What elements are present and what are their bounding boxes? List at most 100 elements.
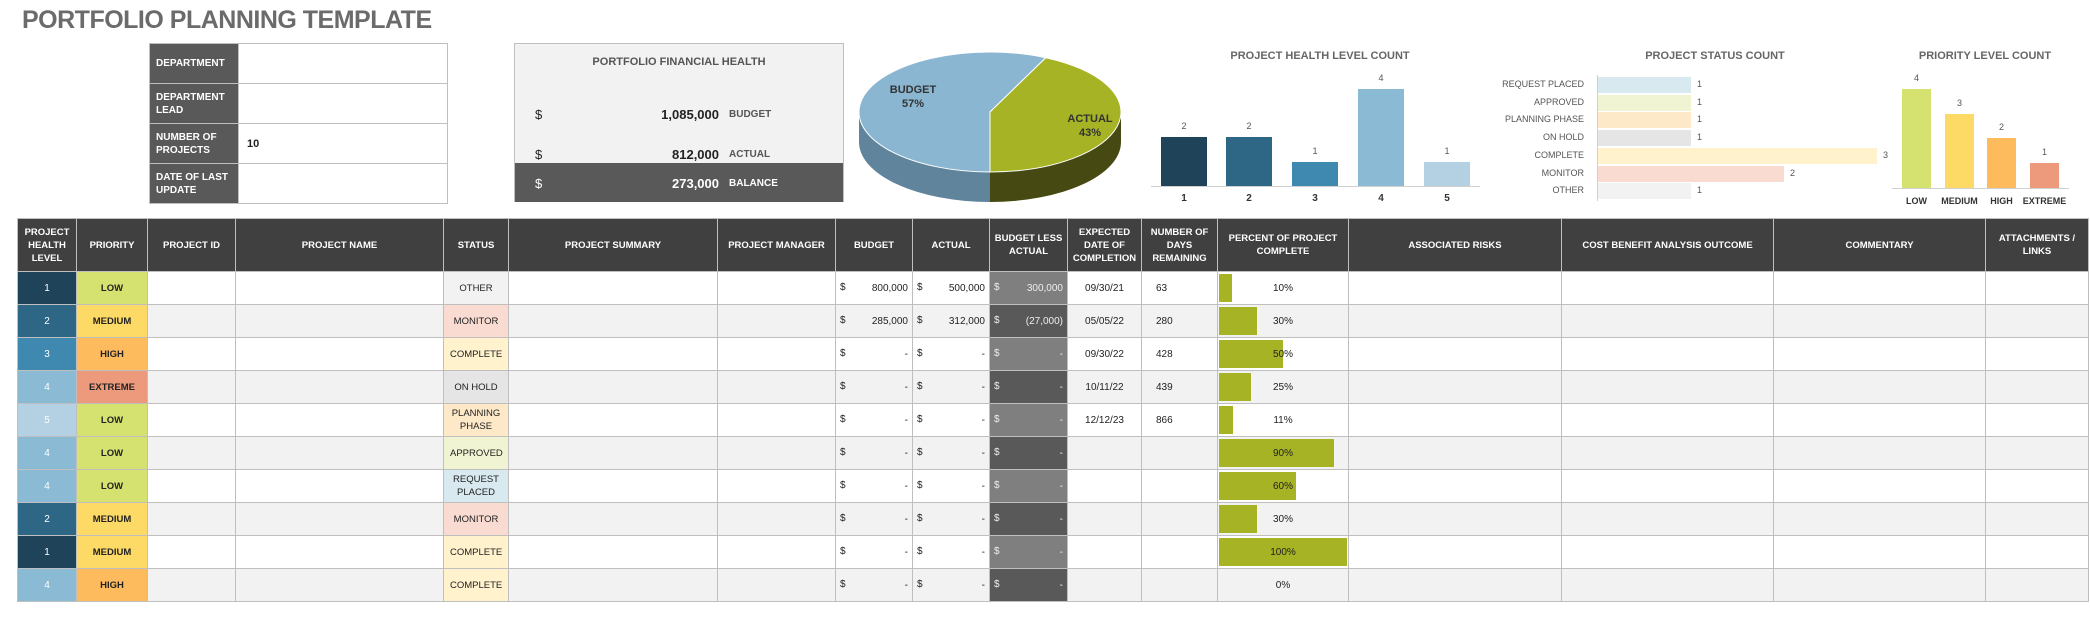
- project-name-cell[interactable]: [235, 469, 444, 503]
- project-id-cell[interactable]: [147, 568, 236, 602]
- priority-cell[interactable]: HIGH: [76, 568, 148, 602]
- project-summary-cell[interactable]: [508, 535, 718, 569]
- budget-less-actual-cell[interactable]: $ -: [989, 370, 1068, 404]
- health-level-cell[interactable]: 4: [17, 469, 77, 503]
- actual-cell[interactable]: $ -: [912, 469, 990, 503]
- priority-cell[interactable]: LOW: [76, 271, 148, 305]
- attachments-cell[interactable]: [1985, 568, 2089, 602]
- project-name-cell[interactable]: [235, 568, 444, 602]
- commentary-cell[interactable]: [1773, 469, 1986, 503]
- health-level-cell[interactable]: 2: [17, 304, 77, 338]
- project-name-cell[interactable]: [235, 502, 444, 536]
- days-remaining-cell[interactable]: 439: [1141, 370, 1218, 404]
- expected-completion-cell[interactable]: [1067, 535, 1142, 569]
- priority-cell[interactable]: LOW: [76, 403, 148, 437]
- commentary-cell[interactable]: [1773, 568, 1986, 602]
- project-name-cell[interactable]: [235, 370, 444, 404]
- last-update-field[interactable]: [238, 163, 448, 204]
- attachments-cell[interactable]: [1985, 271, 2089, 305]
- commentary-cell[interactable]: [1773, 271, 1986, 305]
- project-manager-cell[interactable]: [717, 403, 836, 437]
- associated-risks-cell[interactable]: [1348, 568, 1562, 602]
- associated-risks-cell[interactable]: [1348, 271, 1562, 305]
- budget-cell[interactable]: $ -: [835, 436, 913, 470]
- attachments-cell[interactable]: [1985, 535, 2089, 569]
- expected-completion-cell[interactable]: 10/11/22: [1067, 370, 1142, 404]
- associated-risks-cell[interactable]: [1348, 469, 1562, 503]
- actual-cell[interactable]: $500,000: [912, 271, 990, 305]
- expected-completion-cell[interactable]: 09/30/21: [1067, 271, 1142, 305]
- actual-cell[interactable]: $ -: [912, 370, 990, 404]
- cost-benefit-cell[interactable]: [1561, 436, 1774, 470]
- associated-risks-cell[interactable]: [1348, 337, 1562, 371]
- health-level-cell[interactable]: 4: [17, 370, 77, 404]
- project-manager-cell[interactable]: [717, 568, 836, 602]
- project-summary-cell[interactable]: [508, 568, 718, 602]
- days-remaining-cell[interactable]: [1141, 502, 1218, 536]
- cost-benefit-cell[interactable]: [1561, 502, 1774, 536]
- associated-risks-cell[interactable]: [1348, 535, 1562, 569]
- project-manager-cell[interactable]: [717, 337, 836, 371]
- attachments-cell[interactable]: [1985, 403, 2089, 437]
- budget-less-actual-cell[interactable]: $ -: [989, 403, 1068, 437]
- actual-cell[interactable]: $ -: [912, 535, 990, 569]
- health-level-cell[interactable]: 2: [17, 502, 77, 536]
- commentary-cell[interactable]: [1773, 502, 1986, 536]
- status-cell[interactable]: PLANNING PHASE: [443, 403, 509, 437]
- expected-completion-cell[interactable]: 12/12/23: [1067, 403, 1142, 437]
- budget-cell[interactable]: $285,000: [835, 304, 913, 338]
- health-level-cell[interactable]: 1: [17, 271, 77, 305]
- priority-cell[interactable]: LOW: [76, 436, 148, 470]
- cost-benefit-cell[interactable]: [1561, 535, 1774, 569]
- project-manager-cell[interactable]: [717, 436, 836, 470]
- status-cell[interactable]: COMPLETE: [443, 568, 509, 602]
- priority-cell[interactable]: MEDIUM: [76, 535, 148, 569]
- associated-risks-cell[interactable]: [1348, 304, 1562, 338]
- priority-cell[interactable]: EXTREME: [76, 370, 148, 404]
- project-id-cell[interactable]: [147, 436, 236, 470]
- actual-cell[interactable]: $ -: [912, 403, 990, 437]
- budget-cell[interactable]: $ -: [835, 535, 913, 569]
- project-name-cell[interactable]: [235, 271, 444, 305]
- days-remaining-cell[interactable]: 280: [1141, 304, 1218, 338]
- project-id-cell[interactable]: [147, 469, 236, 503]
- actual-cell[interactable]: $ -: [912, 568, 990, 602]
- attachments-cell[interactable]: [1985, 469, 2089, 503]
- actual-cell[interactable]: $ -: [912, 436, 990, 470]
- project-id-cell[interactable]: [147, 370, 236, 404]
- associated-risks-cell[interactable]: [1348, 502, 1562, 536]
- cost-benefit-cell[interactable]: [1561, 337, 1774, 371]
- budget-less-actual-cell[interactable]: $ -: [989, 469, 1068, 503]
- cost-benefit-cell[interactable]: [1561, 403, 1774, 437]
- priority-cell[interactable]: MEDIUM: [76, 502, 148, 536]
- project-id-cell[interactable]: [147, 502, 236, 536]
- budget-less-actual-cell[interactable]: $ -: [989, 568, 1068, 602]
- project-name-cell[interactable]: [235, 403, 444, 437]
- project-manager-cell[interactable]: [717, 469, 836, 503]
- expected-completion-cell[interactable]: [1067, 469, 1142, 503]
- budget-less-actual-cell[interactable]: $ -: [989, 535, 1068, 569]
- status-cell[interactable]: COMPLETE: [443, 535, 509, 569]
- priority-cell[interactable]: LOW: [76, 469, 148, 503]
- status-cell[interactable]: COMPLETE: [443, 337, 509, 371]
- health-level-cell[interactable]: 5: [17, 403, 77, 437]
- associated-risks-cell[interactable]: [1348, 370, 1562, 404]
- status-cell[interactable]: APPROVED: [443, 436, 509, 470]
- days-remaining-cell[interactable]: 866: [1141, 403, 1218, 437]
- attachments-cell[interactable]: [1985, 337, 2089, 371]
- project-summary-cell[interactable]: [508, 469, 718, 503]
- project-id-cell[interactable]: [147, 337, 236, 371]
- budget-cell[interactable]: $ -: [835, 568, 913, 602]
- budget-cell[interactable]: $800,000: [835, 271, 913, 305]
- budget-cell[interactable]: $ -: [835, 469, 913, 503]
- number-of-projects-field[interactable]: 10: [238, 123, 448, 164]
- commentary-cell[interactable]: [1773, 403, 1986, 437]
- status-cell[interactable]: ON HOLD: [443, 370, 509, 404]
- priority-cell[interactable]: HIGH: [76, 337, 148, 371]
- associated-risks-cell[interactable]: [1348, 403, 1562, 437]
- budget-cell[interactable]: $ -: [835, 370, 913, 404]
- health-level-cell[interactable]: 4: [17, 568, 77, 602]
- cost-benefit-cell[interactable]: [1561, 370, 1774, 404]
- budget-less-actual-cell[interactable]: $300,000: [989, 271, 1068, 305]
- budget-cell[interactable]: $ -: [835, 502, 913, 536]
